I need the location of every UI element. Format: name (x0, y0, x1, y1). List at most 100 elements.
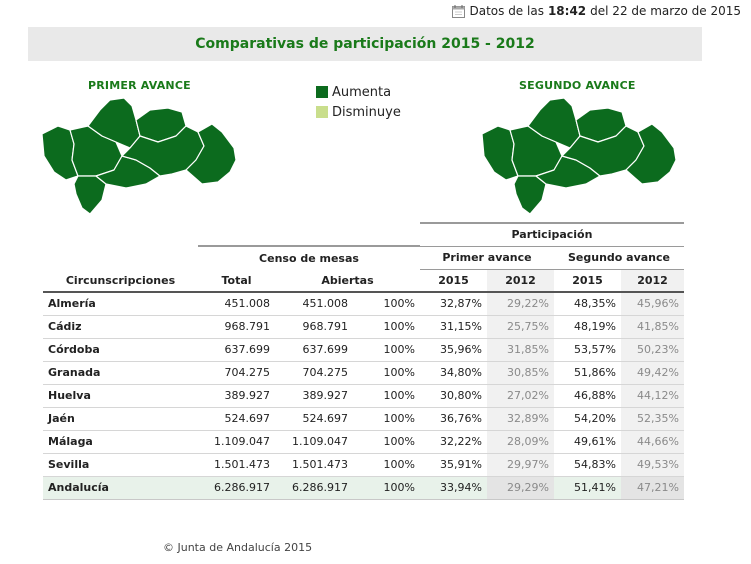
row-name: Cádiz (43, 315, 198, 339)
row-segundo-2015: 49,61% (554, 430, 621, 454)
row-segundo-2012: 50,23% (621, 338, 684, 362)
row-name: Andalucía (43, 476, 198, 500)
legend-swatch-aumenta (316, 86, 328, 98)
legend-swatch-disminuye (316, 106, 328, 118)
map-title-primer: PRIMER AVANCE (88, 79, 191, 92)
row-primer-2012: 30,85% (487, 361, 554, 385)
row-primer-2012: 29,29% (487, 476, 554, 500)
row-abiertas: 389.927 (275, 384, 353, 408)
row-primer-2015: 36,76% (420, 407, 487, 431)
table-row: Jaén 524.697 524.697 100% 36,76% 32,89% 54,20%… (43, 407, 684, 431)
row-name: Huelva (43, 384, 198, 408)
row-total: 1.109.047 (198, 430, 275, 454)
row-total: 1.501.473 (198, 453, 275, 477)
map-legend: Aumenta Disminuye (316, 82, 401, 122)
row-primer-2015: 35,96% (420, 338, 487, 362)
row-segundo-2015: 48,19% (554, 315, 621, 339)
row-abiertas: 1.501.473 (275, 453, 353, 477)
row-pct-abiertas: 100% (353, 315, 420, 339)
region-almeria (625, 123, 677, 185)
data-timestamp: Datos de las 18:42 del 22 de marzo de 20… (452, 4, 741, 18)
row-segundo-2015: 51,41% (554, 476, 621, 500)
map-segundo-avance (481, 97, 677, 215)
row-primer-2015: 34,80% (420, 361, 487, 385)
censo-header: Censo de mesas (198, 245, 420, 269)
row-total: 968.791 (198, 315, 275, 339)
row-total: 451.008 (198, 292, 275, 316)
legend-item-disminuye: Disminuye (316, 102, 401, 122)
table-row: Granada 704.275 704.275 100% 34,80% 30,85% 51,… (43, 361, 684, 385)
timestamp-suffix: del 22 de marzo de 2015 (590, 4, 741, 18)
row-segundo-2015: 48,35% (554, 292, 621, 316)
row-primer-2012: 27,02% (487, 384, 554, 408)
row-segundo-2012: 44,12% (621, 384, 684, 408)
col-header-circunscripciones: Circunscripciones (43, 269, 198, 293)
row-primer-2015: 33,94% (420, 476, 487, 500)
row-name: Jaén (43, 407, 198, 431)
row-abiertas: 451.008 (275, 292, 353, 316)
timestamp-prefix: Datos de las (469, 4, 544, 18)
row-pct-abiertas: 100% (353, 430, 420, 454)
row-total: 6.286.917 (198, 476, 275, 500)
row-pct-abiertas: 100% (353, 453, 420, 477)
row-name: Granada (43, 361, 198, 385)
row-pct-abiertas: 100% (353, 384, 420, 408)
row-pct-abiertas: 100% (353, 338, 420, 362)
row-primer-2012: 31,85% (487, 338, 554, 362)
map-title-segundo: SEGUNDO AVANCE (519, 79, 636, 92)
row-total: 389.927 (198, 384, 275, 408)
row-primer-2012: 28,09% (487, 430, 554, 454)
row-abiertas: 524.697 (275, 407, 353, 431)
row-segundo-2015: 46,88% (554, 384, 621, 408)
legend-item-aumenta: Aumenta (316, 82, 401, 102)
col-header-abiertas: Abiertas (275, 269, 420, 293)
legend-label: Disminuye (332, 104, 401, 120)
row-primer-2015: 31,15% (420, 315, 487, 339)
participacion-header: Participación (420, 222, 684, 247)
table-row: Córdoba 637.699 637.699 100% 35,96% 31,85% 53,… (43, 338, 684, 362)
row-primer-2015: 32,87% (420, 292, 487, 316)
participation-table: Participación Censo de mesas Primer avan… (43, 222, 684, 500)
row-abiertas: 637.699 (275, 338, 353, 362)
row-segundo-2012: 49,53% (621, 453, 684, 477)
row-primer-2015: 30,80% (420, 384, 487, 408)
row-abiertas: 6.286.917 (275, 476, 353, 500)
calendar-icon (452, 4, 466, 18)
row-segundo-2012: 52,35% (621, 407, 684, 431)
row-name: Málaga (43, 430, 198, 454)
row-pct-abiertas: 100% (353, 292, 420, 316)
region-cadiz (73, 175, 107, 215)
row-segundo-2015: 53,57% (554, 338, 621, 362)
row-primer-2012: 32,89% (487, 407, 554, 431)
row-segundo-2012: 45,96% (621, 292, 684, 316)
page-title: Comparativas de participación 2015 - 201… (195, 36, 535, 52)
table-row: Almería 451.008 451.008 100% 32,87% 29,22% 48,… (43, 292, 684, 316)
row-primer-2012: 29,22% (487, 292, 554, 316)
legend-label: Aumenta (332, 84, 392, 100)
row-pct-abiertas: 100% (353, 407, 420, 431)
region-almeria (185, 123, 237, 185)
row-total: 524.697 (198, 407, 275, 431)
map-primer-avance (41, 97, 237, 215)
table-row: Málaga 1.109.047 1.109.047 100% 32,22% 28,09%… (43, 430, 684, 454)
row-name: Almería (43, 292, 198, 316)
segundo-avance-header: Segundo avance (554, 246, 684, 270)
row-segundo-2015: 54,20% (554, 407, 621, 431)
row-name: Sevilla (43, 453, 198, 477)
col-header-2012-primer: 2012 (487, 269, 554, 293)
timestamp-time: 18:42 (547, 4, 587, 18)
row-segundo-2015: 54,83% (554, 453, 621, 477)
row-primer-2012: 25,75% (487, 315, 554, 339)
table-row: Huelva 389.927 389.927 100% 30,80% 27,02% 46,8… (43, 384, 684, 408)
row-total: 704.275 (198, 361, 275, 385)
table-total-row: Andalucía 6.286.917 6.286.917 100% 33,94% 29,… (43, 476, 684, 500)
row-segundo-2012: 47,21% (621, 476, 684, 500)
row-segundo-2012: 44,66% (621, 430, 684, 454)
region-cadiz (513, 175, 547, 215)
table-row: Cádiz 968.791 968.791 100% 31,15% 25,75% 48,19… (43, 315, 684, 339)
copyright-footer: © Junta de Andalucía 2015 (163, 541, 313, 554)
row-abiertas: 968.791 (275, 315, 353, 339)
row-segundo-2012: 49,42% (621, 361, 684, 385)
row-primer-2015: 35,91% (420, 453, 487, 477)
primer-avance-header: Primer avance (420, 246, 554, 270)
